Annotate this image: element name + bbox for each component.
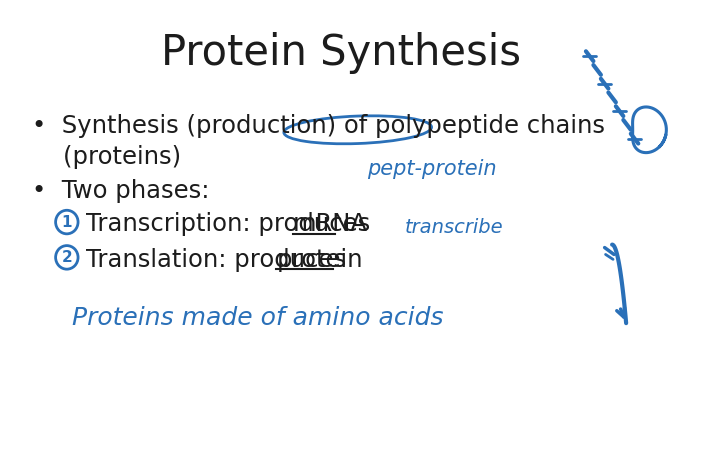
Text: Proteins made of amino acids: Proteins made of amino acids — [71, 306, 443, 330]
Text: Transcription: produces: Transcription: produces — [86, 212, 377, 236]
Text: Protein Synthesis: Protein Synthesis — [161, 32, 521, 74]
Text: transcribe: transcribe — [405, 218, 503, 237]
Text: •  Synthesis (production) of polypeptide chains: • Synthesis (production) of polypeptide … — [32, 114, 606, 138]
Text: 2: 2 — [61, 250, 72, 265]
Text: (proteins): (proteins) — [32, 144, 181, 168]
Text: protein: protein — [276, 248, 363, 271]
Text: mRNA: mRNA — [293, 212, 368, 236]
Text: •  Two phases:: • Two phases: — [32, 179, 210, 203]
Text: Translation: produces: Translation: produces — [86, 248, 354, 271]
Text: 1: 1 — [62, 215, 72, 230]
Text: pept-protein: pept-protein — [367, 159, 497, 179]
